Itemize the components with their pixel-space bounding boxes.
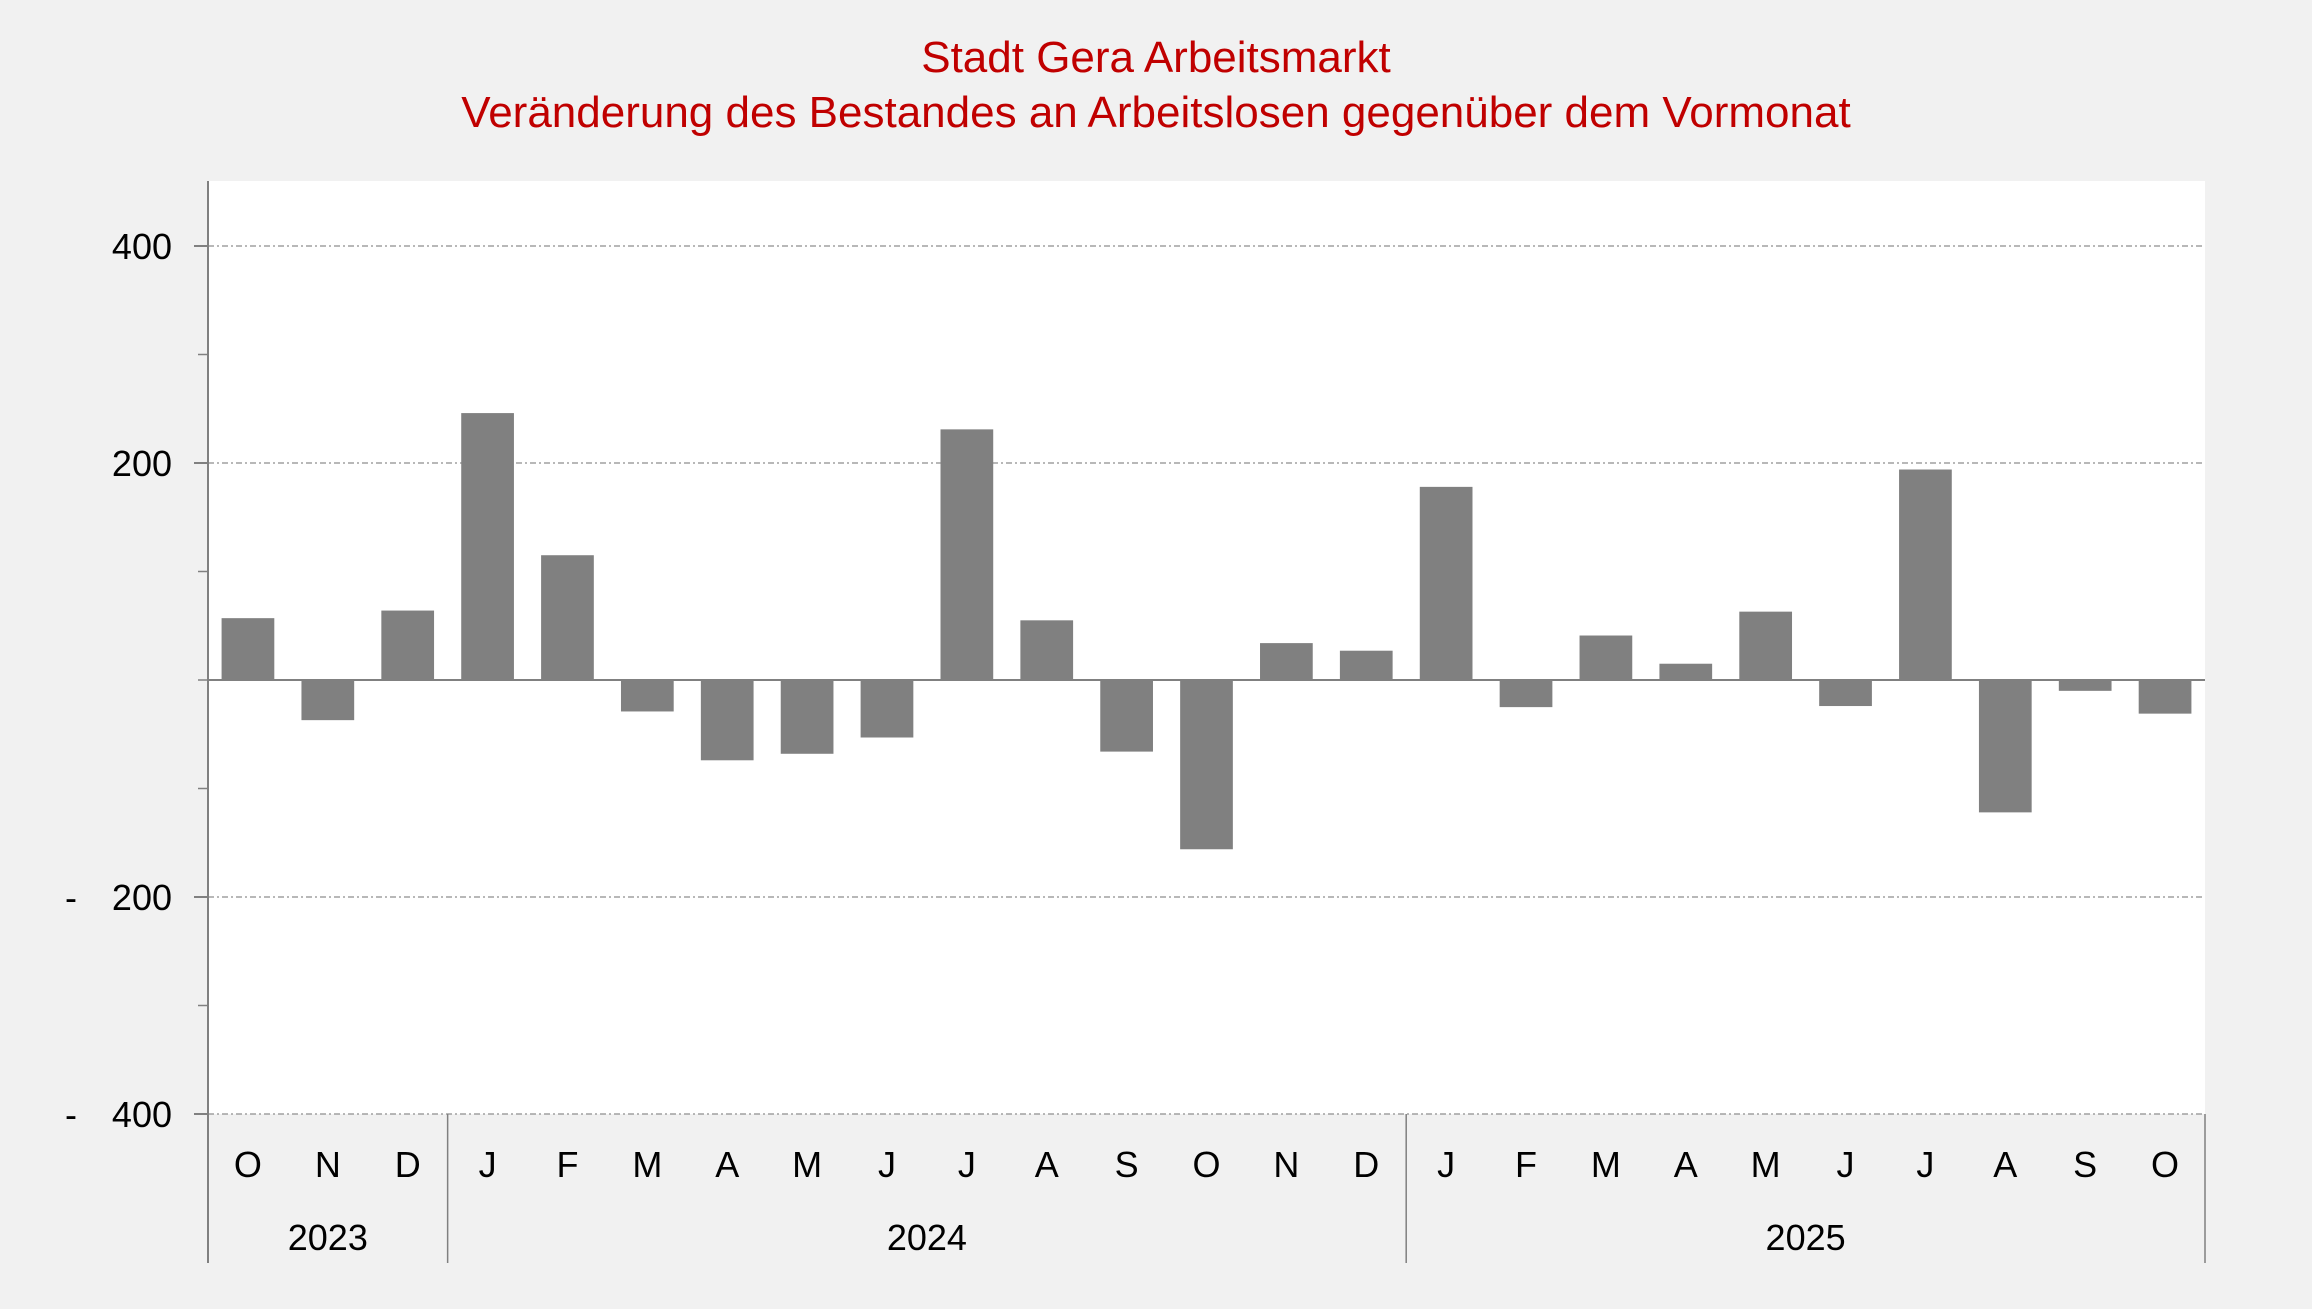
x-month-label: J — [479, 1144, 497, 1185]
x-month-label: S — [1115, 1144, 1139, 1185]
x-month-label: D — [1353, 1144, 1379, 1185]
bar — [940, 429, 994, 680]
y-tick-label: 200 — [112, 443, 172, 484]
bar — [780, 680, 834, 754]
x-month-label: M — [1751, 1144, 1781, 1185]
x-month-label: J — [1837, 1144, 1855, 1185]
bar — [301, 680, 355, 721]
x-year-label: 2024 — [887, 1217, 967, 1258]
x-month-label: A — [1993, 1144, 2017, 1185]
bar — [700, 680, 754, 761]
y-tick-minus: - — [65, 1094, 77, 1135]
x-month-label: J — [958, 1144, 976, 1185]
bar — [2058, 680, 2112, 691]
y-tick-label: 400 — [112, 1094, 172, 1135]
gridlines — [208, 245, 2205, 1115]
plot-background — [208, 181, 2205, 1114]
x-month-label: A — [1674, 1144, 1698, 1185]
bar — [461, 413, 514, 680]
chart-title: Stadt Gera Arbeitsmarkt — [921, 33, 1391, 82]
bar — [1020, 620, 1074, 680]
x-year-label: 2023 — [288, 1217, 368, 1258]
bar — [1739, 611, 1793, 680]
bar — [1100, 680, 1153, 752]
bar — [1260, 643, 1313, 680]
x-month-label: J — [878, 1144, 896, 1185]
bar — [1499, 680, 1553, 708]
bar — [1180, 680, 1233, 850]
plot-area — [208, 181, 2205, 1114]
x-month-label: M — [1591, 1144, 1621, 1185]
bar — [620, 680, 674, 712]
bar — [1339, 650, 1393, 680]
x-month-label: O — [1192, 1144, 1220, 1185]
x-month-label: D — [395, 1144, 421, 1185]
y-tick-label: 400 — [112, 226, 172, 267]
bar — [381, 610, 435, 680]
x-month-label: A — [1035, 1144, 1059, 1185]
x-axis-year-labels: 2023 2024 2025 — [288, 1114, 2206, 1263]
bar — [221, 618, 275, 680]
x-month-label: J — [1437, 1144, 1455, 1185]
bar — [1419, 486, 1473, 680]
bars — [221, 413, 2192, 850]
bar — [541, 555, 594, 680]
bar — [1819, 680, 1872, 707]
chart-subtitle: Veränderung des Bestandes an Arbeitslose… — [461, 88, 1851, 137]
y-tick-label: 200 — [112, 877, 172, 918]
x-month-label: N — [1273, 1144, 1299, 1185]
x-month-label: J — [1916, 1144, 1934, 1185]
x-month-label: S — [2073, 1144, 2097, 1185]
x-month-label: M — [792, 1144, 822, 1185]
bar — [1579, 635, 1633, 680]
x-month-label: O — [234, 1144, 262, 1185]
bar — [2138, 680, 2192, 714]
x-year-label: 2025 — [1766, 1217, 1846, 1258]
y-tick-minus: - — [65, 877, 77, 918]
x-month-label: A — [715, 1144, 739, 1185]
bar — [1659, 663, 1713, 680]
x-month-label: O — [2151, 1144, 2179, 1185]
axes — [207, 181, 2205, 1263]
bar — [1978, 680, 2032, 813]
bar — [1899, 469, 1952, 680]
x-month-label: F — [556, 1144, 578, 1185]
bar — [860, 680, 914, 738]
x-month-label: M — [632, 1144, 662, 1185]
x-month-label: F — [1515, 1144, 1537, 1185]
x-month-label: N — [315, 1144, 341, 1185]
